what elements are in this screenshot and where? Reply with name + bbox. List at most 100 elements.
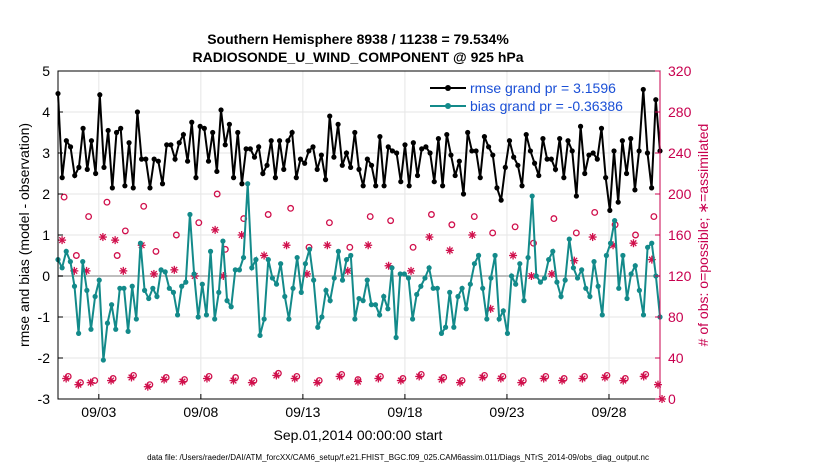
rmse-series-point bbox=[565, 138, 571, 144]
bias-series-point bbox=[405, 275, 412, 281]
bias-series-point bbox=[426, 265, 432, 271]
bias-series-point bbox=[335, 248, 341, 254]
asterisk-stroke bbox=[75, 381, 82, 388]
obs-assimilated-marker bbox=[468, 231, 477, 239]
bias-series-point bbox=[269, 275, 276, 281]
rmse-series-point bbox=[398, 179, 404, 185]
rmse-series-point bbox=[440, 183, 446, 189]
bias-series-point bbox=[418, 283, 424, 289]
bias-series-point bbox=[319, 314, 325, 320]
rmse-series-point bbox=[381, 183, 387, 189]
y-tick-label-right: 240 bbox=[668, 145, 692, 161]
asterisk-stroke bbox=[260, 252, 268, 259]
obs-assimilated-marker bbox=[437, 375, 446, 384]
rmse-series-point bbox=[456, 158, 462, 164]
rmse-series-point bbox=[628, 136, 634, 142]
bias-series-point bbox=[410, 316, 416, 322]
obs-possible-marker bbox=[338, 370, 346, 378]
right-axis: 320 280 240 200 160 120 80 40 0 bbox=[655, 63, 692, 407]
rmse-series-point bbox=[281, 166, 287, 172]
bias-series-point bbox=[640, 312, 647, 318]
rmse-series-point bbox=[485, 144, 492, 150]
rmse-series-point bbox=[640, 86, 646, 93]
y-tick-label-right: 280 bbox=[668, 104, 692, 120]
y-tick-label-left: -3 bbox=[38, 391, 51, 407]
rmse-series-point bbox=[164, 142, 170, 148]
obs-assimilated-marker bbox=[143, 382, 152, 391]
rmse-series-point bbox=[536, 172, 542, 179]
rmse-series-point bbox=[427, 150, 433, 156]
rmse-series-point bbox=[406, 183, 412, 189]
obs-possible-marker bbox=[293, 373, 301, 380]
obs-possible-marker bbox=[325, 219, 333, 227]
bias-series-point bbox=[179, 283, 185, 289]
obs-possible-marker bbox=[121, 227, 129, 235]
bias-series-point bbox=[195, 314, 201, 320]
obs-possible-marker bbox=[519, 377, 527, 384]
rmse-series-point bbox=[260, 170, 266, 177]
y-axis-label-right: # of obs: o=possible; ∗=assimilated bbox=[695, 124, 711, 347]
obs-possible-marker bbox=[427, 211, 435, 218]
rmse-series-point bbox=[611, 148, 617, 154]
asterisk-stroke bbox=[211, 226, 219, 234]
rmse-series-point bbox=[465, 129, 471, 136]
bias-series-point bbox=[397, 271, 403, 277]
rmse-series-point bbox=[423, 144, 429, 150]
asterisk-stroke bbox=[385, 262, 392, 270]
asterisk-stroke bbox=[509, 252, 517, 259]
x-tick-label: 09/18 bbox=[387, 404, 422, 420]
obs-possible-marker bbox=[621, 375, 629, 382]
obs-assimilated-marker bbox=[335, 372, 344, 381]
rmse-series-point bbox=[335, 121, 341, 127]
rmse-series-point bbox=[210, 129, 216, 136]
bias-series-point bbox=[257, 332, 263, 339]
bias-series-point bbox=[352, 316, 358, 322]
obs-possible-marker bbox=[264, 211, 272, 218]
obs-possible-marker bbox=[315, 377, 323, 384]
rmse-series-point bbox=[189, 119, 195, 125]
legend-bias-label: bias grand pr = -0.36386 bbox=[470, 98, 623, 114]
obs-assimilated-marker bbox=[313, 378, 322, 387]
x-axis-label: Sep.01,2014 00:00:00 start bbox=[274, 427, 443, 443]
asterisk-stroke bbox=[540, 375, 547, 382]
bias-series-point bbox=[607, 240, 614, 246]
y-tick-label-right: 320 bbox=[668, 63, 692, 79]
bias-series-point bbox=[298, 289, 304, 295]
bias-series-point bbox=[636, 287, 642, 293]
y-tick-label-left: -2 bbox=[38, 350, 51, 366]
asterisk-stroke bbox=[446, 247, 454, 254]
bias-series-point bbox=[236, 267, 243, 273]
bias-series-point bbox=[480, 285, 486, 291]
asterisk-stroke bbox=[528, 272, 535, 280]
rmse-series-point bbox=[310, 144, 316, 150]
bias-series-point bbox=[113, 326, 119, 332]
rmse-series-point bbox=[322, 177, 329, 183]
bias-series-point bbox=[579, 267, 585, 273]
rmse-series-point bbox=[218, 107, 224, 113]
obs-possible-marker bbox=[458, 377, 466, 384]
obs-possible-marker bbox=[140, 202, 148, 210]
bias-series-point bbox=[253, 257, 259, 263]
obs-possible-marker bbox=[511, 223, 519, 231]
bias-series-point bbox=[389, 265, 395, 271]
rmse-series-point bbox=[256, 144, 262, 150]
bias-series-point bbox=[562, 277, 568, 283]
rmse-series-point bbox=[306, 148, 312, 154]
rmse-series-point bbox=[552, 166, 559, 172]
data-file-footer: data file: /Users/raeder/DAI/ATM_forcXX/… bbox=[147, 453, 649, 462]
bias-series-point bbox=[162, 269, 168, 275]
asterisk-stroke bbox=[609, 241, 617, 249]
bias-series-point bbox=[109, 302, 115, 308]
rmse-series-point bbox=[368, 162, 375, 168]
asterisk-stroke bbox=[160, 376, 168, 383]
rmse-series-point bbox=[126, 140, 132, 146]
bias-series-point bbox=[517, 261, 523, 267]
obs-possible-marker bbox=[448, 221, 456, 229]
obs-assimilated-marker bbox=[478, 373, 487, 382]
y-tick-label-left: 5 bbox=[42, 63, 50, 79]
bias-series-point bbox=[381, 293, 387, 300]
rmse-series-point bbox=[302, 160, 308, 166]
bias-series-point bbox=[84, 287, 90, 293]
obs-assimilated-marker bbox=[272, 371, 281, 380]
bias-series-point bbox=[158, 267, 164, 273]
